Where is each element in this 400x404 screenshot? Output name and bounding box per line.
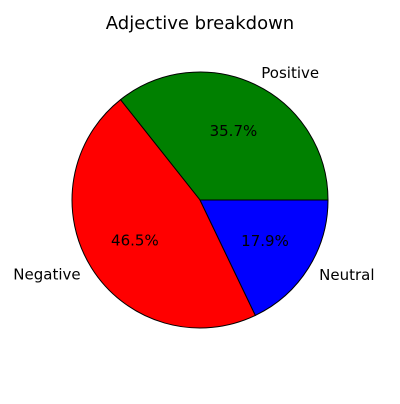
pct-label-neutral: 17.9% bbox=[241, 232, 289, 250]
pie-slice-neutral bbox=[199, 199, 329, 316]
slice-label-negative: Negative bbox=[13, 266, 80, 284]
pie-slice-negative bbox=[71, 99, 256, 329]
chart-title: Adjective breakdown bbox=[106, 13, 294, 34]
pct-label-negative: 46.5% bbox=[111, 232, 159, 250]
slice-label-neutral: Neutral bbox=[319, 266, 374, 284]
pie-labels: 35.7% Positive 46.5% Negative 17.9% Neutral bbox=[13, 64, 374, 284]
pie-slice-positive bbox=[120, 71, 329, 201]
pie-slices bbox=[71, 71, 329, 329]
slice-label-positive: Positive bbox=[261, 64, 319, 82]
pct-label-positive: 35.7% bbox=[210, 122, 258, 140]
